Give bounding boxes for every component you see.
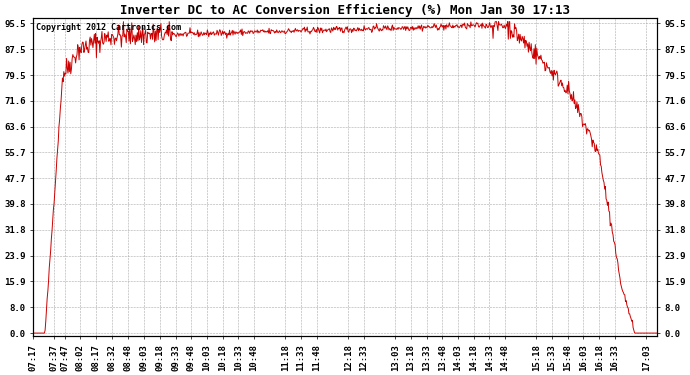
Title: Inverter DC to AC Conversion Efficiency (%) Mon Jan 30 17:13: Inverter DC to AC Conversion Efficiency … — [120, 4, 570, 17]
Text: Copyright 2012 Cartronics.com: Copyright 2012 Cartronics.com — [37, 23, 181, 32]
